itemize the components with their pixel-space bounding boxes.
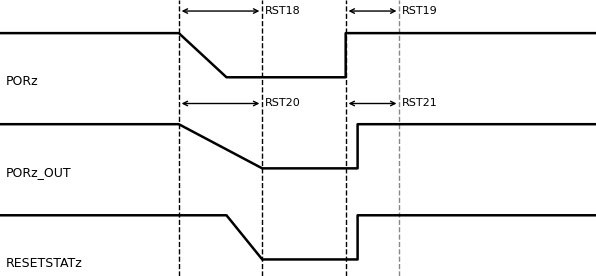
- Text: RESETSTATz: RESETSTATz: [6, 257, 83, 270]
- Text: RST19: RST19: [402, 6, 438, 16]
- Text: RST20: RST20: [265, 99, 301, 108]
- Text: PORz_OUT: PORz_OUT: [6, 166, 72, 179]
- Text: RST18: RST18: [265, 6, 301, 16]
- Text: PORz: PORz: [6, 75, 39, 87]
- Text: RST21: RST21: [402, 99, 438, 108]
